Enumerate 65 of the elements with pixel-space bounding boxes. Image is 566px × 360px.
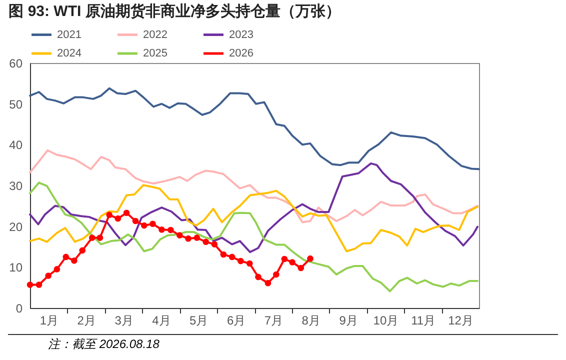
x-tick-label: 6月: [226, 314, 246, 328]
point: [62, 254, 70, 260]
y-tick-label: 50: [9, 97, 23, 112]
line-series: [29, 162, 479, 254]
point: [26, 282, 34, 288]
y-tick-label: 20: [9, 220, 23, 234]
legend-label: 2026: [229, 48, 254, 60]
y-tick-label: 0: [16, 302, 23, 316]
point: [176, 232, 183, 238]
point: [114, 215, 122, 222]
point: [194, 234, 200, 241]
point: [281, 256, 288, 262]
line-series: [29, 184, 479, 252]
line-series: [29, 149, 479, 224]
point: [150, 220, 156, 228]
point: [70, 257, 78, 264]
x-tick-label: 7月: [264, 314, 284, 328]
legend-label: 2024: [57, 48, 82, 60]
legend-label: 2021: [57, 28, 82, 41]
point: [123, 210, 130, 216]
point: [54, 266, 60, 272]
point: [185, 235, 192, 242]
point: [289, 259, 296, 266]
x-tick-label: 5月: [190, 314, 208, 328]
point: [228, 254, 236, 260]
point: [298, 264, 304, 272]
x-tick-label: 4月: [152, 314, 171, 328]
y-tick-label: 60: [9, 56, 23, 70]
point: [307, 255, 314, 262]
legend-label: 2022: [143, 28, 168, 41]
y-tick-label: 40: [9, 138, 23, 152]
point: [237, 258, 244, 264]
x-tick-label: 2月: [77, 314, 96, 328]
legend-label: 2025: [143, 48, 168, 60]
point: [264, 280, 272, 286]
point: [79, 247, 86, 254]
point: [220, 251, 227, 258]
point: [255, 274, 262, 280]
x-tick-label: 12月: [448, 314, 474, 328]
point: [132, 218, 139, 224]
x-tick-label: 10月: [373, 314, 399, 328]
line-series: [29, 87, 480, 170]
x-tick-label: 11月: [411, 314, 436, 328]
y-tick-label: 30: [9, 179, 23, 193]
x-tick-label: 9月: [339, 314, 358, 328]
x-tick-label: 3月: [114, 314, 134, 328]
point: [96, 234, 104, 241]
chart-title: 图 93: WTI 原油期货非商业净多头持仓量（万张）: [8, 2, 340, 20]
x-tick-label: 8月: [302, 314, 320, 328]
point: [140, 222, 148, 229]
y-tick-label: 10: [9, 260, 23, 275]
point: [36, 282, 42, 288]
line-series: [29, 182, 479, 292]
legend-label: 2023: [229, 28, 254, 41]
point: [202, 238, 210, 246]
point: [211, 241, 218, 248]
point: [168, 226, 174, 234]
point: [88, 234, 96, 241]
point: [273, 271, 280, 278]
point: [106, 212, 112, 218]
point: [246, 260, 253, 267]
point: [45, 272, 52, 279]
point: [158, 226, 165, 233]
text: 注：截至 2026.08.18: [8, 334, 558, 352]
x-tick-label: 1月: [40, 314, 59, 328]
